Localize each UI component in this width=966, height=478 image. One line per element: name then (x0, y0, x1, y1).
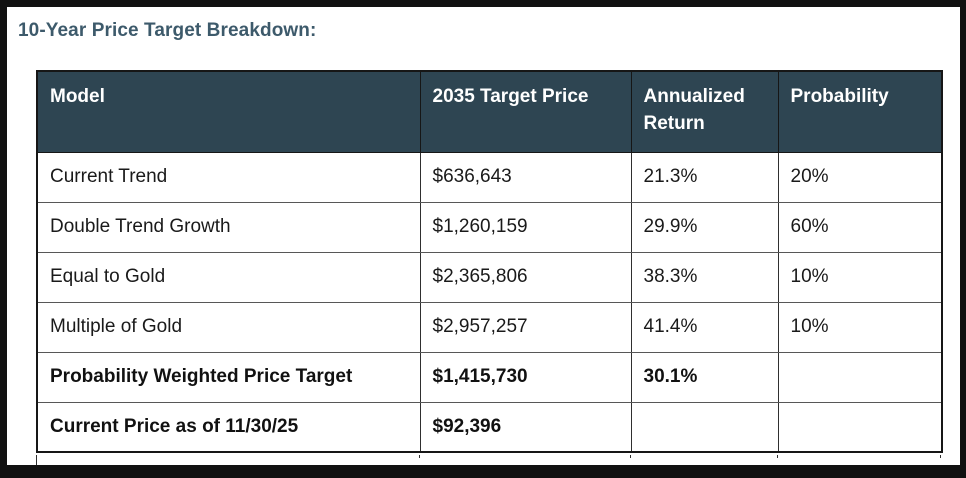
cell-target-price: $92,396 (419, 401, 632, 453)
cell-target-price: $1,260,159 (419, 201, 632, 253)
cell-annualized-return: 21.3% (630, 151, 779, 203)
cell-annualized-return (630, 401, 779, 453)
column-header-annualized-return: Annualized Return (630, 70, 779, 153)
cell-model: Double Trend Growth (36, 201, 421, 253)
table-row: Equal to Gold $2,365,806 38.3% 10% (36, 251, 943, 303)
document-page: 10-Year Price Target Breakdown: Model 20… (7, 7, 960, 465)
cell-probability (777, 351, 943, 403)
price-target-table: Model 2035 Target Price Annualized Retur… (36, 70, 943, 453)
table-header-row: Model 2035 Target Price Annualized Retur… (36, 70, 943, 153)
column-header-target-price: 2035 Target Price (419, 70, 632, 153)
cell-model: Equal to Gold (36, 251, 421, 303)
cell-probability: 10% (777, 301, 943, 353)
cell-target-price: $2,957,257 (419, 301, 632, 353)
section-title: 10-Year Price Target Breakdown: (18, 20, 317, 41)
table-border-stub (36, 455, 37, 465)
cell-probability: 10% (777, 251, 943, 303)
table-border-stub (777, 455, 778, 458)
cell-annualized-return: 29.9% (630, 201, 779, 253)
table-row: Multiple of Gold $2,957,257 41.4% 10% (36, 301, 943, 353)
cell-target-price: $2,365,806 (419, 251, 632, 303)
cell-probability (777, 401, 943, 453)
table-row-current-price: Current Price as of 11/30/25 $92,396 (36, 401, 943, 453)
table-border-stub (940, 455, 941, 458)
column-header-model: Model (36, 70, 421, 153)
column-header-probability: Probability (777, 70, 943, 153)
cell-model: Multiple of Gold (36, 301, 421, 353)
table-row-weighted-target: Probability Weighted Price Target $1,415… (36, 351, 943, 403)
table-row: Current Trend $636,643 21.3% 20% (36, 151, 943, 203)
cell-probability: 60% (777, 201, 943, 253)
cell-model: Current Trend (36, 151, 421, 203)
cell-annualized-return: 30.1% (630, 351, 779, 403)
table-row: Double Trend Growth $1,260,159 29.9% 60% (36, 201, 943, 253)
cell-target-price: $636,643 (419, 151, 632, 203)
table-border-stub (630, 455, 631, 458)
table-border-stub (419, 455, 420, 458)
cell-probability: 20% (777, 151, 943, 203)
cell-target-price: $1,415,730 (419, 351, 632, 403)
cell-annualized-return: 38.3% (630, 251, 779, 303)
cell-model: Current Price as of 11/30/25 (36, 401, 421, 453)
cell-annualized-return: 41.4% (630, 301, 779, 353)
cell-model: Probability Weighted Price Target (36, 351, 421, 403)
